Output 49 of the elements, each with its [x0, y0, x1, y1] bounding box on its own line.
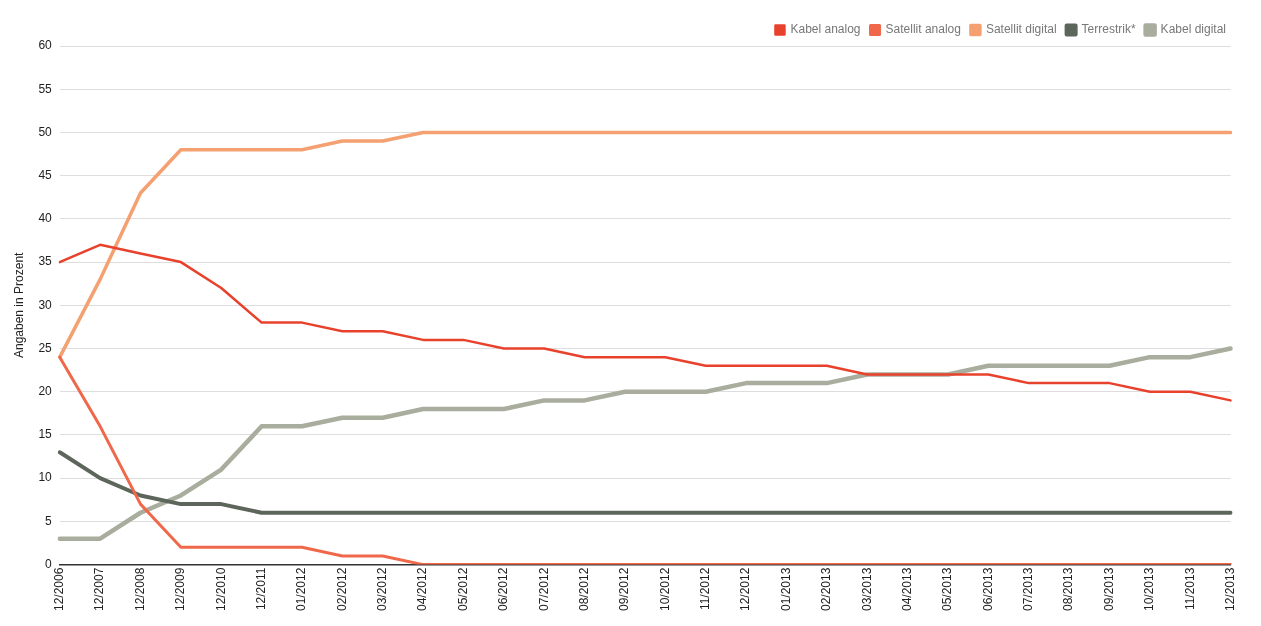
y-tick-label: 20 [38, 384, 53, 399]
x-tick-label: 12/2013 [1222, 567, 1237, 612]
y-tick-label: 35 [38, 254, 53, 269]
y-axis-title: Angaben in Prozent [11, 251, 26, 359]
x-tick-label: 12/2011 [253, 567, 268, 611]
x-tick-label: 10/2013 [1142, 567, 1157, 612]
x-tick-label: 12/2007 [92, 567, 107, 612]
x-tick-label: 11/2013 [1182, 567, 1197, 611]
x-tick-label: 11/2012 [698, 567, 713, 611]
x-tick-label: 12/2006 [52, 567, 67, 612]
x-tick-label: 12/2008 [132, 567, 147, 612]
x-tick-label: 06/2012 [496, 567, 511, 612]
y-tick-label: 50 [38, 124, 53, 139]
x-tick-label: 02/2012 [334, 567, 349, 612]
x-tick-label: 05/2012 [455, 567, 470, 612]
y-tick-label: 0 [45, 556, 53, 571]
y-tick-label: 40 [38, 211, 53, 226]
y-tick-label: 45 [38, 167, 53, 182]
x-tick-label: 08/2013 [1061, 567, 1076, 612]
x-tick-label: 08/2012 [576, 567, 591, 612]
legend-label: Satellit analog [885, 22, 961, 37]
legend-label: Terrestrik* [1081, 22, 1136, 37]
x-tick-label: 09/2012 [617, 567, 632, 612]
x-tick-label: 01/2013 [778, 567, 793, 612]
x-tick-label: 01/2012 [294, 567, 309, 612]
x-tick-label: 04/2012 [415, 567, 430, 612]
y-tick-label: 60 [38, 38, 53, 53]
x-tick-label: 12/2010 [213, 567, 228, 612]
x-tick-label: 12/2012 [738, 567, 753, 612]
x-tick-label: 04/2013 [899, 567, 914, 612]
x-tick-label: 06/2013 [980, 567, 995, 612]
y-tick-label: 30 [38, 297, 53, 312]
x-tick-label: 07/2013 [1021, 567, 1036, 612]
x-tick-label: 10/2012 [657, 567, 672, 612]
x-tick-label: 02/2013 [819, 567, 834, 612]
y-tick-label: 55 [38, 81, 53, 96]
x-tick-label: 12/2009 [173, 567, 188, 612]
x-tick-label: 07/2012 [536, 567, 551, 612]
x-tick-label: 05/2013 [940, 567, 955, 612]
legend-label: Satellit digital [985, 22, 1057, 37]
legend-label: Kabel analog [790, 22, 861, 37]
x-tick-label: 03/2012 [375, 567, 390, 612]
x-tick-label: 03/2013 [859, 567, 874, 612]
x-tick-label: 09/2013 [1101, 567, 1116, 612]
y-tick-label: 5 [45, 513, 53, 528]
y-tick-label: 25 [38, 340, 53, 355]
y-tick-label: 10 [38, 470, 53, 485]
y-tick-label: 15 [38, 427, 53, 442]
legend-label: Kabel digital [1160, 22, 1227, 37]
